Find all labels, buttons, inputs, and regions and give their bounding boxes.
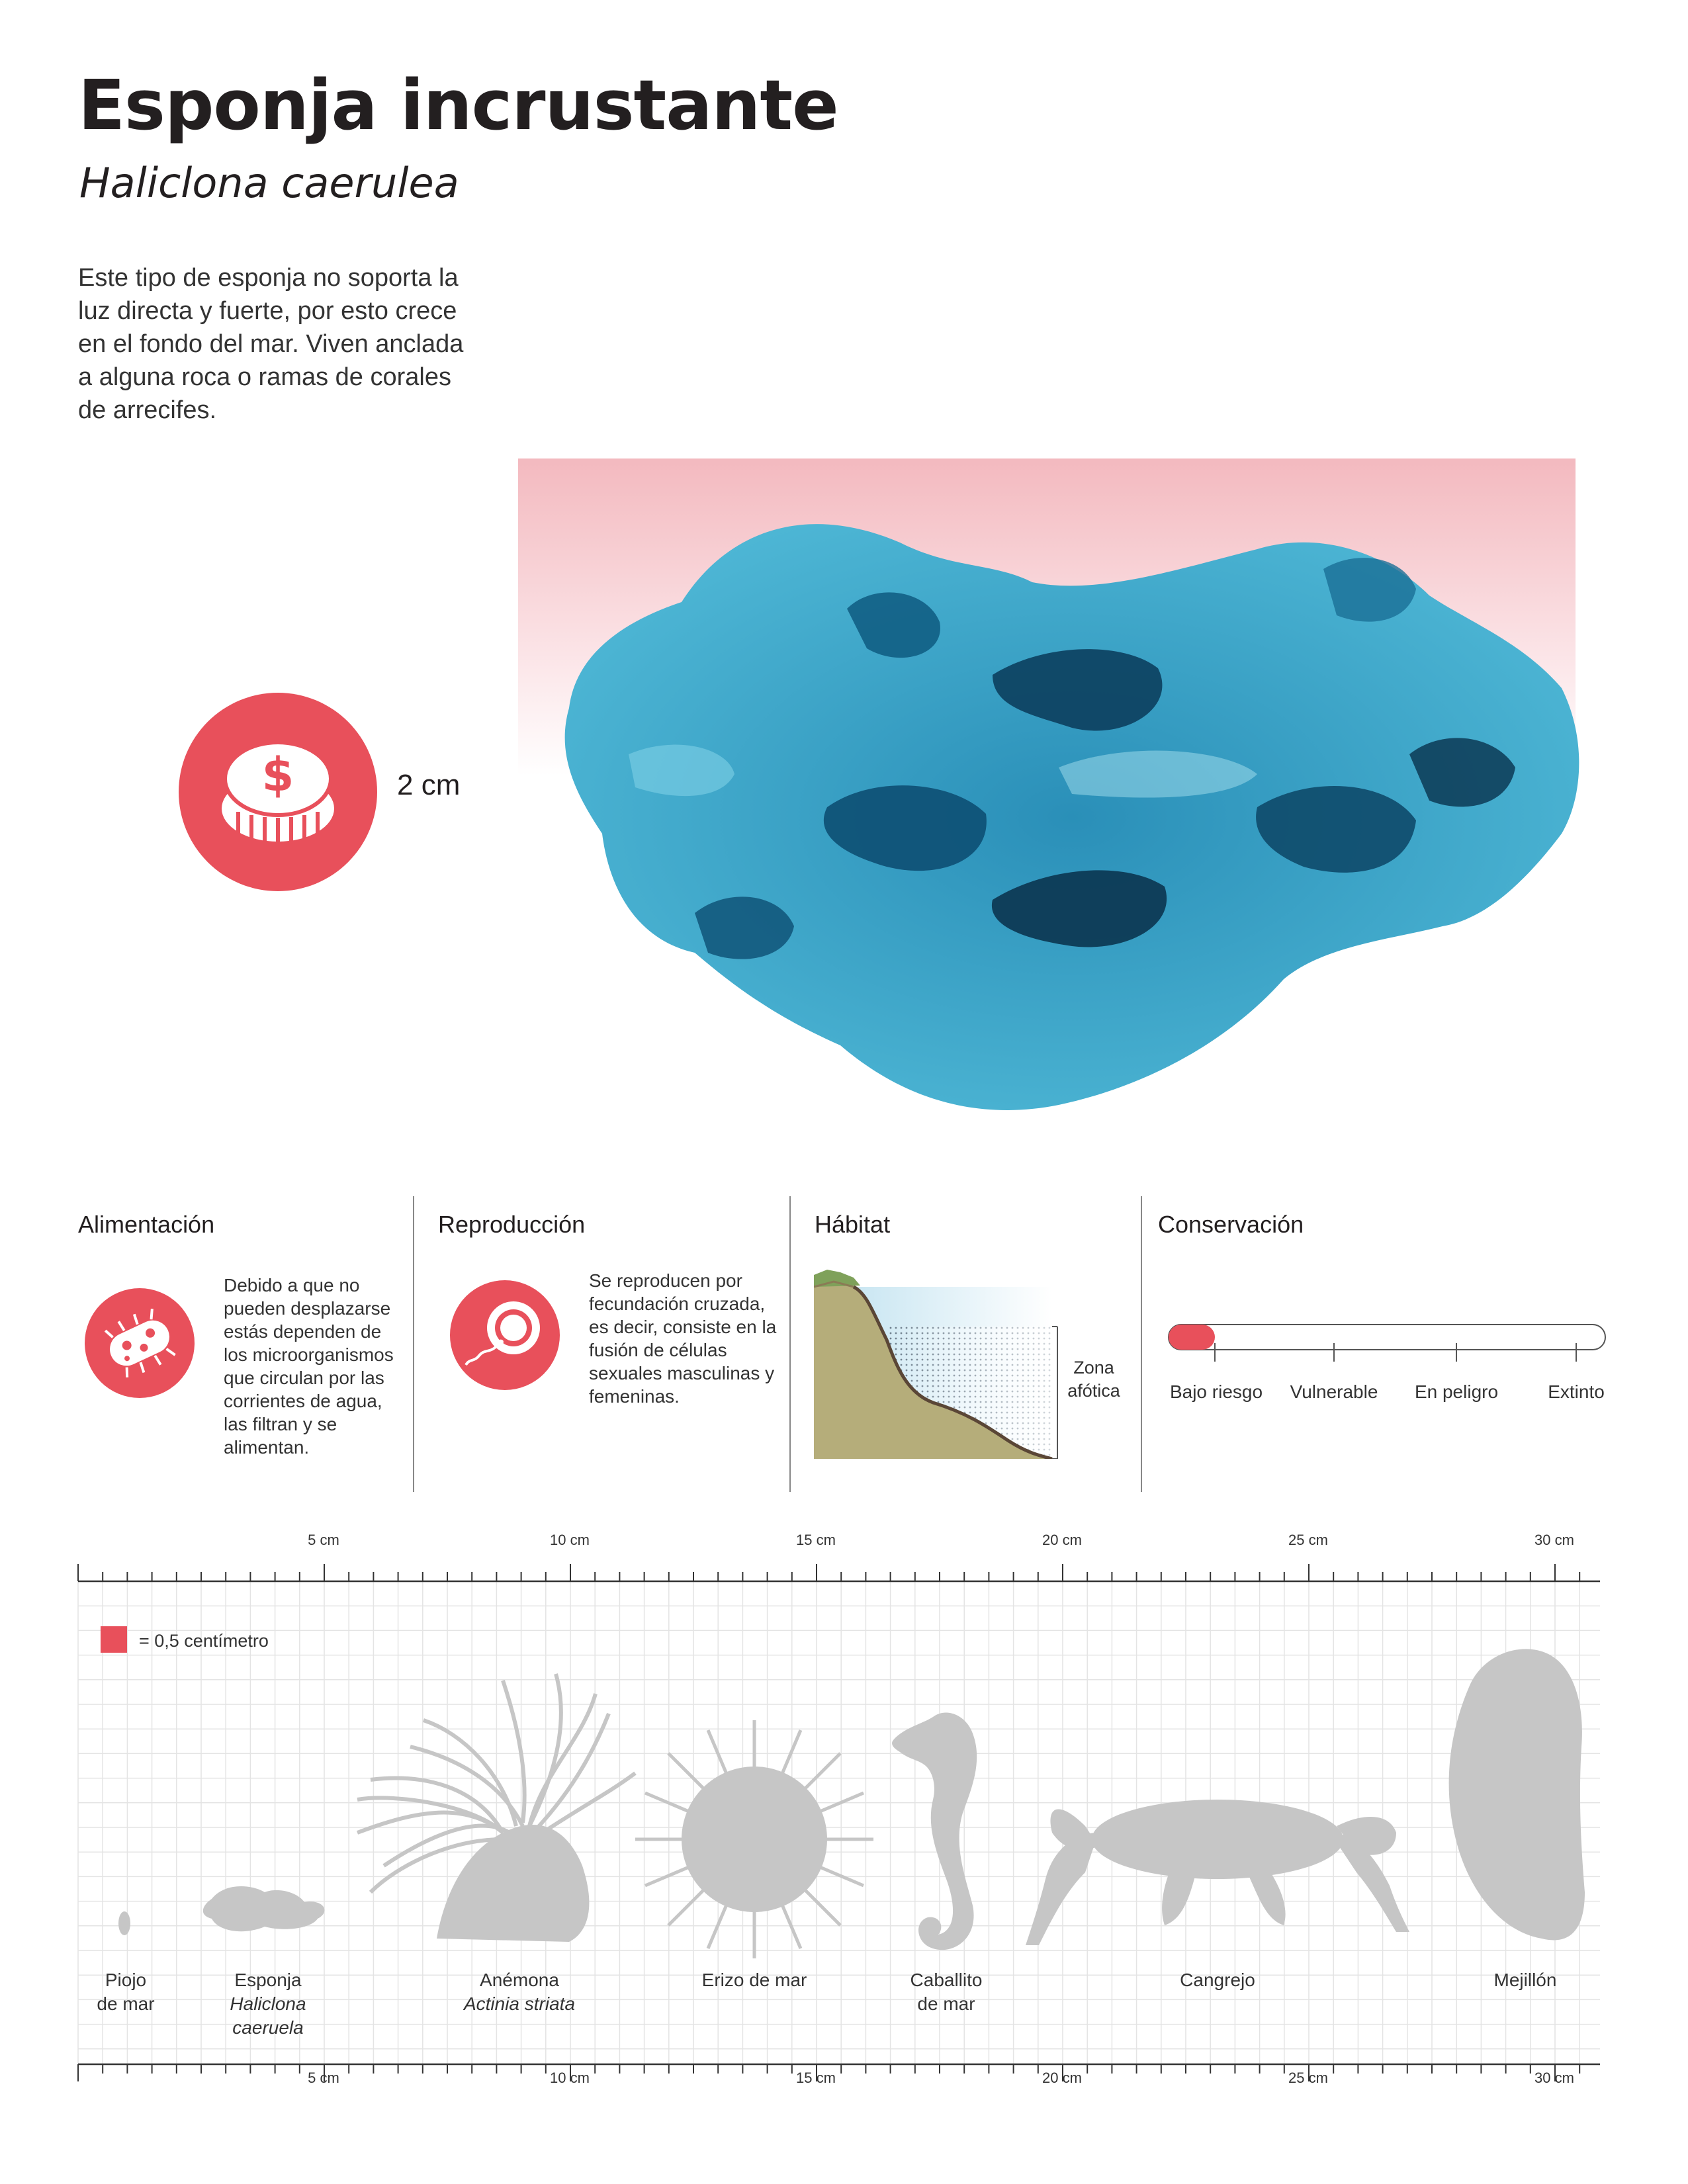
conservation-scale xyxy=(1168,1324,1606,1362)
coin-icon: $ xyxy=(222,740,334,842)
section-title-reproduccion: Reproducción xyxy=(438,1211,586,1238)
scale-tick-label-top: 20 cm xyxy=(1042,1532,1082,1548)
size-value: 2 cm xyxy=(397,769,461,801)
animal-name-line2: de mar xyxy=(97,1993,155,2014)
animal-name: Erizo de mar xyxy=(701,1970,807,1990)
animal-name: Caballito xyxy=(910,1970,983,1990)
scale-tick-label-bottom: 25 cm xyxy=(1288,2070,1328,2086)
animal-label: Caballito de mar xyxy=(911,1968,983,2016)
aphotic-zone-label: Zona afótica xyxy=(1067,1358,1120,1401)
conservation-level-label: Vulnerable xyxy=(1290,1381,1378,1402)
animal-label: Esponja Haliclona caeruela xyxy=(228,1968,308,2040)
animal-scientific-name: Haliclona caeruela xyxy=(230,1993,306,2038)
sea-urchin-silhouette xyxy=(635,1720,873,1958)
animal-label: Anémona Actinia striata xyxy=(464,1968,575,2016)
conservation-level-label: En peligro xyxy=(1414,1381,1499,1402)
scale-tick-label-bottom: 20 cm xyxy=(1042,2070,1082,2086)
species-scientific-name: Haliclona caerulea xyxy=(79,159,459,207)
section-divider xyxy=(789,1196,791,1492)
scale-tick-label-top: 15 cm xyxy=(796,1532,836,1548)
animal-name: Mejillón xyxy=(1493,1970,1557,1990)
seahorse-silhouette xyxy=(892,1712,977,1950)
conservation-status-fill xyxy=(1169,1325,1215,1350)
animal-name: Piojo xyxy=(105,1970,147,1990)
section-title-habitat: Hábitat xyxy=(815,1211,891,1238)
scale-tick-label-top: 5 cm xyxy=(308,1532,339,1548)
animal-name: Anémona xyxy=(480,1970,559,1990)
section-title-alimentacion: Alimentación xyxy=(78,1211,215,1238)
section-title-conservacion: Conservación xyxy=(1158,1211,1304,1238)
intro-paragraph: Este tipo de esponja no soporta la luz d… xyxy=(78,264,464,424)
feeding-badge xyxy=(85,1288,195,1398)
section-divider xyxy=(1141,1196,1142,1492)
reproduction-description: Se reproducen por fecundación cruzada, e… xyxy=(589,1270,777,1407)
svg-text:$: $ xyxy=(262,748,294,802)
anemone-silhouette xyxy=(356,1673,637,1942)
habitat-diagram xyxy=(814,1267,1065,1459)
bacteria-icon xyxy=(104,1309,176,1377)
animal-name-line2: de mar xyxy=(917,1993,975,2014)
legend-swatch xyxy=(101,1626,127,1653)
section-divider xyxy=(413,1196,414,1492)
scale-legend-label: = 0,5 centímetro xyxy=(139,1631,269,1651)
scale-ticks xyxy=(77,1564,1600,2081)
sponge-illustration xyxy=(564,524,1579,1110)
animal-label: Piojo de mar xyxy=(97,1968,154,2016)
animal-label: Mejillón xyxy=(1494,1968,1557,1992)
animal-name: Esponja xyxy=(234,1970,302,1990)
scale-tick-label-top: 25 cm xyxy=(1288,1532,1328,1548)
conservation-level-label: Bajo riesgo xyxy=(1169,1381,1263,1402)
sperm-egg-icon xyxy=(465,1301,540,1366)
feeding-description: Debido a que no pueden desplazarse estás… xyxy=(224,1275,394,1458)
animal-silhouettes xyxy=(118,1649,1585,1958)
scale-tick-label-top: 10 cm xyxy=(550,1532,590,1548)
animal-label: Erizo de mar xyxy=(702,1968,807,1992)
scale-tick-label-bottom: 15 cm xyxy=(796,2070,836,2086)
scale-tick-label-bottom: 30 cm xyxy=(1534,2070,1574,2086)
sea-louse-silhouette xyxy=(118,1911,130,1935)
scale-tick-label-top: 30 cm xyxy=(1534,1532,1574,1548)
sponge-silhouette xyxy=(202,1886,325,1932)
page-title: Esponja incrustante xyxy=(78,65,839,146)
mussel-silhouette xyxy=(1448,1649,1585,1941)
conservation-level-label: Extinto xyxy=(1548,1381,1605,1402)
size-comparison-chart xyxy=(77,1564,1600,2081)
scale-tick-label-bottom: 10 cm xyxy=(550,2070,590,2086)
price-badge: $ xyxy=(179,693,377,891)
crab-silhouette xyxy=(1026,1800,1409,1945)
reproduction-badge xyxy=(450,1280,560,1390)
scale-tick-label-bottom: 5 cm xyxy=(308,2070,339,2086)
animal-scientific-name: Actinia striata xyxy=(463,1993,576,2014)
animal-name: Cangrejo xyxy=(1180,1970,1255,1990)
animal-label: Cangrejo xyxy=(1180,1968,1255,1992)
